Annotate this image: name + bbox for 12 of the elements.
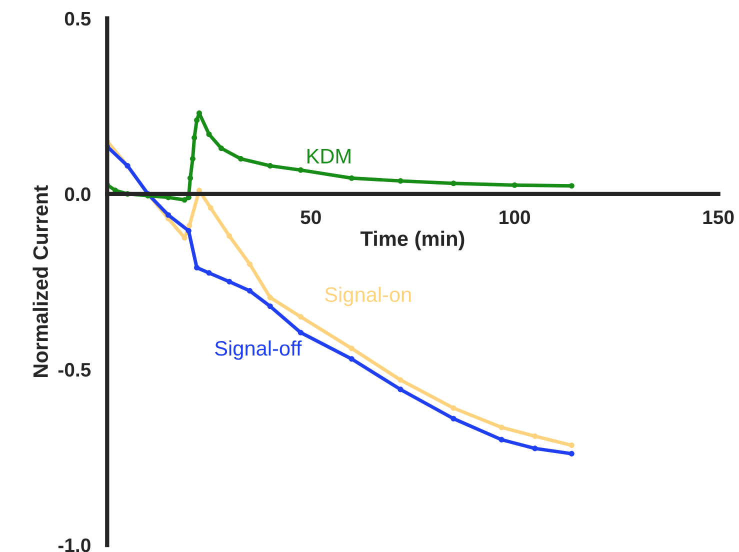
series-label: Signal-off bbox=[215, 340, 302, 360]
y-tick-label: -1.0 bbox=[58, 538, 90, 552]
x-tick-label: 50 bbox=[300, 210, 321, 224]
y-axis-title: Normalized Current bbox=[32, 185, 48, 377]
series-label: Signal-on bbox=[325, 286, 411, 306]
series-label: KDM bbox=[307, 148, 350, 164]
x-tick-label: 100 bbox=[500, 210, 530, 224]
x-axis-title: Time (min) bbox=[360, 230, 464, 250]
x-tick-label: 150 bbox=[703, 210, 734, 224]
y-tick-label: 0.0 bbox=[64, 187, 90, 202]
y-tick-label: 0.5 bbox=[64, 12, 91, 26]
y-tick-label: -0.5 bbox=[58, 362, 91, 377]
